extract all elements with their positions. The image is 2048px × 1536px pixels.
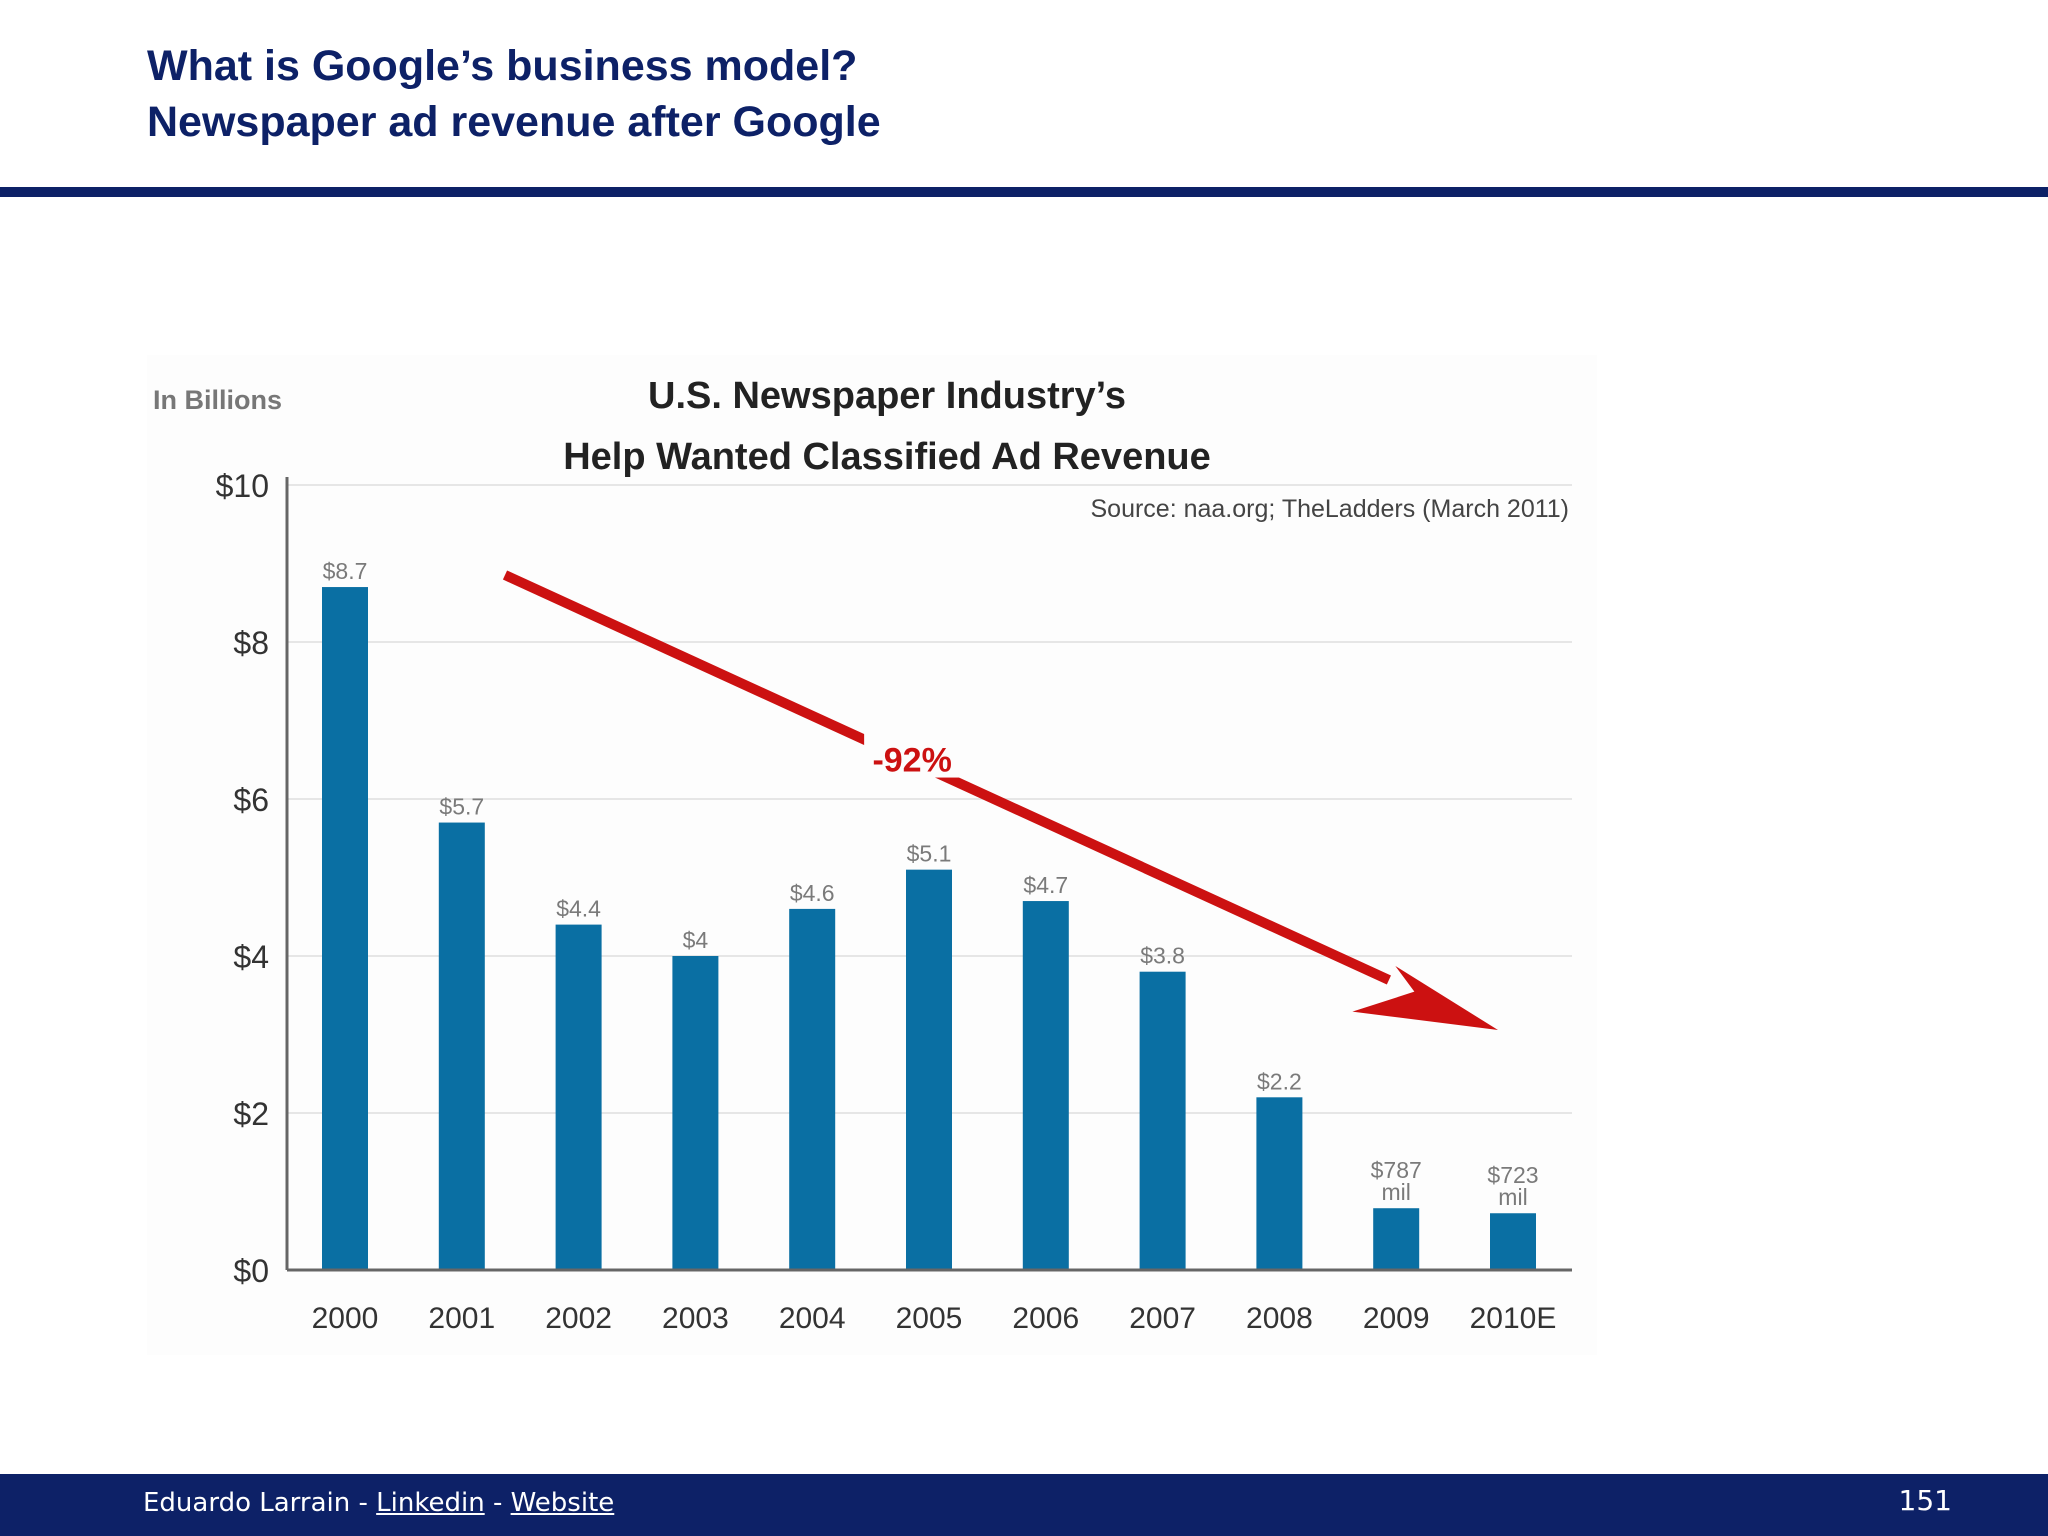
bar-2009 (1373, 1208, 1420, 1270)
chart-title: U.S. Newspaper Industry’s (648, 375, 1126, 417)
chart-subtitle: Help Wanted Classified Ad Revenue (563, 436, 1211, 478)
revenue-bar-chart: $0 $2 $4 $6 $8 $10 2000 2001 2002 2003 2004 2005 200… (153, 375, 1572, 1335)
linkedin-link[interactable]: Linkedin (376, 1488, 485, 1518)
data-label-2010E: $723 mil (1487, 1162, 1538, 1210)
slide-title-line-1: What is Google’s business model? (147, 42, 858, 90)
footer-separator-1: - (350, 1488, 377, 1518)
decline-label-background (864, 731, 961, 778)
decline-percent-label: -92% (872, 742, 951, 780)
x-tick-label-2008: 2008 (1246, 1302, 1313, 1335)
bar-2002 (555, 924, 602, 1270)
slide-title-line-2: Newspaper ad revenue after Google (147, 98, 881, 146)
labels-layer: $8.7 $5.7 $4.4 $4 $4.6 $5.1 $4.7 $3.8 $2.2 $787 mi… (323, 558, 1539, 1210)
data-label-2004: $4.6 (790, 880, 835, 906)
footer-bar: Eduardo Larrain - Linkedin - Website 151 (0, 1474, 2048, 1536)
data-label-2007: $3.8 (1140, 943, 1185, 969)
x-tick-label-2003: 2003 (662, 1302, 729, 1335)
x-tick-label-2002: 2002 (545, 1302, 612, 1335)
footer-credits: Eduardo Larrain - Linkedin - Website (143, 1488, 614, 1518)
footer-author: Eduardo Larrain (143, 1488, 351, 1518)
data-label-2000: $8.7 (323, 558, 368, 584)
title-divider (0, 187, 2048, 197)
x-tick-label-2004: 2004 (779, 1302, 846, 1335)
y-tick-label-6: $6 (233, 782, 269, 818)
slide-title: What is Google’s business model? Newspap… (147, 38, 881, 150)
axis-layer: $0 $2 $4 $6 $8 $10 2000 2001 2002 2003 2004 2005 200… (216, 468, 1572, 1335)
x-tick-label-2009: 2009 (1363, 1302, 1430, 1335)
data-label-2005: $5.1 (907, 841, 952, 867)
y-tick-label-8: $8 (233, 625, 269, 661)
page-number: 151 (1898, 1484, 1952, 1517)
x-tick-label-2005: 2005 (896, 1302, 963, 1335)
bars-layer (322, 587, 1536, 1270)
data-label-2008: $2.2 (1257, 1068, 1302, 1094)
chart-source-note: Source: naa.org; TheLadders (March 2011) (1090, 495, 1569, 523)
chart-container: $0 $2 $4 $6 $8 $10 2000 2001 2002 2003 2004 2005 200… (147, 355, 1597, 1355)
bar-2003 (672, 956, 719, 1270)
y-tick-label-0: $0 (233, 1253, 269, 1289)
x-tick-label-2006: 2006 (1012, 1302, 1079, 1335)
y-tick-label-10: $10 (216, 468, 269, 504)
bar-2001 (438, 822, 485, 1270)
data-label-2006: $4.7 (1023, 872, 1068, 898)
y-tick-label-2: $2 (233, 1096, 269, 1132)
bar-2008 (1256, 1097, 1303, 1270)
x-tick-label-2010E: 2010E (1470, 1302, 1557, 1335)
x-tick-label-2001: 2001 (428, 1302, 495, 1335)
bar-2005 (906, 869, 952, 1270)
footer-separator-2: - (484, 1488, 511, 1518)
x-tick-label-2000: 2000 (312, 1302, 379, 1335)
grid-layer (287, 484, 1572, 1114)
chart-unit-label: In Billions (153, 385, 282, 415)
annotation-layer: -92% (502, 570, 1498, 1030)
x-tick-label-2007: 2007 (1129, 1302, 1196, 1335)
data-label-2002: $4.4 (556, 896, 601, 922)
y-tick-label-4: $4 (233, 939, 269, 975)
bar-2004 (789, 908, 836, 1270)
bar-2000 (322, 587, 368, 1270)
website-link[interactable]: Website (510, 1488, 615, 1518)
bar-2006 (1022, 901, 1069, 1270)
data-label-2009: $787 mil (1371, 1157, 1422, 1205)
data-label-2003: $4 (683, 927, 709, 953)
decline-arrow-head (1352, 966, 1498, 1030)
data-label-2001: $5.7 (439, 794, 484, 820)
bar-2010E (1490, 1213, 1536, 1270)
bar-2007 (1139, 971, 1186, 1270)
